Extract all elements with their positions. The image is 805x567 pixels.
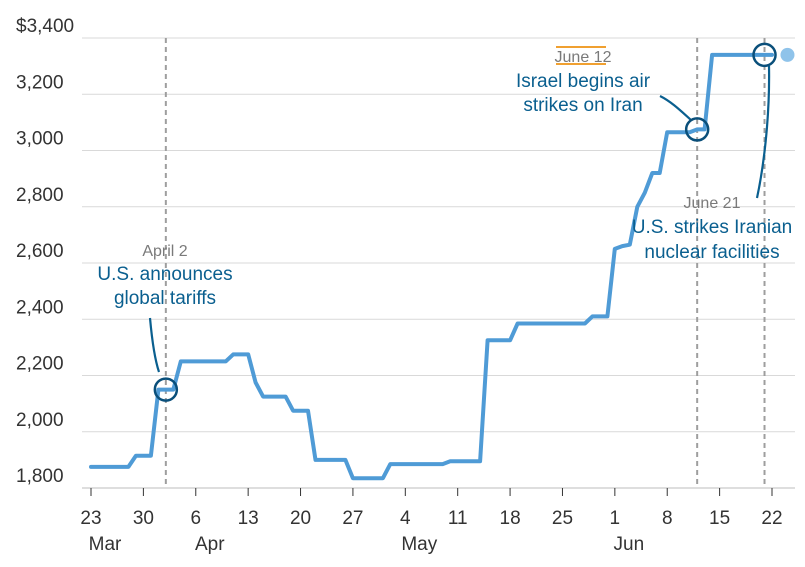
y-tick-label: $3,400 [16,16,74,37]
y-tick-label: 2,200 [16,354,64,375]
series-line [89,52,774,481]
x-tick-label: 11 [448,508,468,529]
y-tick-label: 1,800 [16,466,64,487]
annotation-date: June 12 [555,49,612,66]
month-label: Apr [195,534,225,555]
month-label: Mar [89,534,122,555]
x-tick-label: 23 [80,508,101,529]
annotation-leader [755,65,771,199]
annotation-leader [148,317,161,373]
x-tick-label: 25 [552,508,573,529]
annotation-leader [659,95,692,121]
annotation-marker [153,377,179,402]
series-end-dot [780,47,795,62]
annotation-marker [752,42,777,68]
y-tick-label: 3,000 [16,129,64,150]
y-tick-label: 2,400 [16,297,64,318]
annotation-text-line2: global tariffs [114,288,216,309]
x-tick-label: 20 [290,508,311,529]
annotation-date: June 21 [684,195,741,212]
y-tick-label: 2,000 [16,410,64,431]
annotation-text-line1: U.S. announces [97,264,232,285]
month-label: May [401,534,437,555]
y-tick-label: 2,600 [16,241,64,262]
x-tick-label: 13 [238,508,259,529]
x-tick-label: 27 [342,508,363,529]
x-tick-label: 8 [662,508,673,529]
annotation-text-line1: U.S. strikes Iranian [632,217,793,238]
y-axis: $3,400 3,200 3,000 2,800 2,600 2,400 2,200 2,00… [16,16,74,487]
x-tick-label: 22 [761,508,782,529]
annotation-text-line2: strikes on Iran [523,95,642,116]
x-tick-label: 4 [400,508,411,529]
annotation-2: June 12 Israel begins air strikes on Iran [516,46,710,142]
annotation-text-line1: Israel begins air [516,71,651,92]
series-layer [89,47,795,481]
y-tick-label: 3,200 [16,72,64,93]
x-tick-label: 30 [133,508,154,529]
event-lines [164,38,766,488]
annotations: April 2 U.S. announces global tariffs June … [97,42,793,402]
x-tick-label: 1 [610,508,621,529]
x-tick-label: 18 [500,508,521,529]
annotation-text-line2: nuclear facilities [644,242,779,263]
annotation-date: April 2 [142,243,187,260]
x-tick-label: 15 [709,508,730,529]
date-highlight-marks [556,46,606,65]
x-tick-label: 6 [190,508,201,529]
y-tick-label: 2,800 [16,185,64,206]
annotation-marker [684,117,710,142]
annotation-1: April 2 U.S. announces global tariffs [97,243,233,402]
month-label: Jun [614,534,645,555]
annotation-3: June 21 U.S. strikes Iranian nuclear facil… [632,42,793,263]
grid-lines [82,37,795,489]
